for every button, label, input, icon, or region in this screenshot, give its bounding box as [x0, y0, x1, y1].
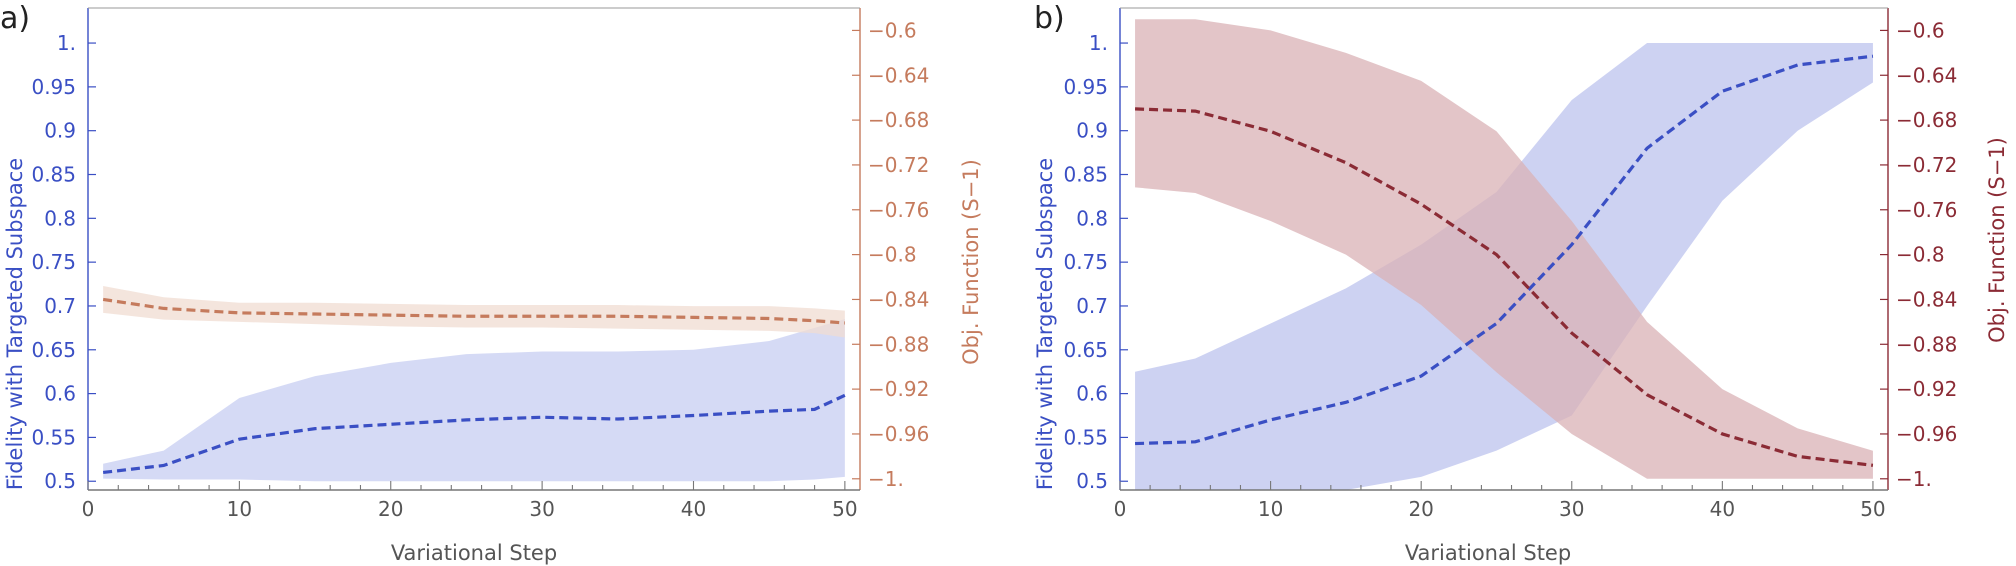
confidence-bands — [1135, 19, 1873, 491]
x-axis-title: Variational Step — [391, 541, 557, 565]
fidelity-band — [103, 319, 845, 482]
left-tick-label: 0.6 — [1076, 382, 1108, 406]
x-tick-label: 50 — [832, 497, 857, 521]
left-tick-label: 0.55 — [1063, 425, 1108, 449]
left-tick-label: 0.7 — [44, 294, 76, 318]
mean-lines — [1134, 54, 1874, 467]
x-tick-label: 50 — [1860, 497, 1885, 521]
left-tick-label: 0.65 — [31, 338, 76, 362]
right-tick-label: −0.96 — [868, 422, 929, 446]
panel-a: a) 0.5 0.55 0.6 0.65 0.7 0.75 0.8 0.85 0.9 0.95 1.… — [0, 1, 983, 565]
right-tick-label: −0.92 — [868, 377, 929, 401]
right-tick-label: −0.84 — [868, 287, 929, 311]
left-tick-label: 0.55 — [31, 425, 76, 449]
x-tick-labels: 0 10 20 30 40 50 — [82, 497, 858, 521]
x-tick-label: 10 — [1258, 497, 1283, 521]
right-tick-label: −0.96 — [1896, 422, 1957, 446]
x-tick-label: 40 — [1710, 497, 1735, 521]
left-tick-labels: 0.5 0.55 0.6 0.65 0.7 0.75 0.8 0.85 0.9 0.95 1. — [1063, 31, 1108, 493]
y-axis-title-left: Fidelity with Targeted Subspace — [3, 158, 27, 490]
x-tick-label: 10 — [227, 497, 252, 521]
x-tick-label: 40 — [681, 497, 706, 521]
x-tick-label: 30 — [1559, 497, 1584, 521]
left-tick-label: 0.5 — [1076, 469, 1108, 493]
right-tick-label: −0.88 — [868, 332, 929, 356]
fidelity-mean-line — [1135, 54, 1874, 446]
x-tick-label: 20 — [1408, 497, 1433, 521]
right-tick-label: −0.64 — [868, 63, 929, 87]
right-tick-label: −0.72 — [868, 153, 929, 177]
x-tick-labels: 0 10 20 30 40 50 — [1114, 497, 1886, 521]
panel-b: b) 0.5 0.55 0.6 0.65 0.7 0.75 0.8 0.85 0.9 0.95 1.… — [1033, 1, 2009, 565]
right-tick-label: −0.72 — [1896, 153, 1957, 177]
x-tick-label: 20 — [378, 497, 403, 521]
y-axis-title-right: Obj. Function (S−1) — [959, 159, 983, 365]
right-tick-label: −0.76 — [868, 198, 929, 222]
axes — [1119, 7, 1889, 491]
x-tick-label: 0 — [82, 497, 95, 521]
left-tick-label: 0.95 — [31, 75, 76, 99]
fidelity-mean-line — [102, 393, 846, 475]
right-tick-label: −0.8 — [1896, 243, 1945, 267]
x-tick-label: 30 — [529, 497, 554, 521]
objective-mean-line — [1134, 107, 1874, 467]
left-tick-labels: 0.5 0.55 0.6 0.65 0.7 0.75 0.8 0.85 0.9 0.95 1. — [31, 31, 76, 493]
right-tick-label: −1. — [1896, 467, 1932, 491]
left-tick-label: 0.85 — [31, 163, 76, 187]
right-tick-labels: −1. −0.96 −0.92 −0.88 −0.84 −0.8 −0.76 −0.72 −0.… — [868, 18, 929, 490]
right-tick-label: −0.92 — [1896, 377, 1957, 401]
y-axis-title-left: Fidelity with Targeted Subspace — [1033, 158, 1057, 490]
axes — [87, 7, 861, 491]
panel-label-b: b) — [1034, 1, 1065, 36]
right-tick-label: −0.6 — [868, 18, 917, 42]
left-tick-label: 0.9 — [44, 119, 76, 143]
objective-band — [1135, 19, 1873, 479]
right-tick-label: −0.88 — [1896, 332, 1957, 356]
objective-mean-line — [102, 297, 845, 325]
right-tick-label: −0.8 — [868, 243, 917, 267]
right-tick-label: −0.68 — [1896, 108, 1957, 132]
right-tick-label: −0.6 — [1896, 18, 1945, 42]
left-tick-label: 0.95 — [1063, 75, 1108, 99]
panel-label-a: a) — [0, 1, 30, 36]
left-tick-label: 0.75 — [31, 250, 76, 274]
right-tick-label: −1. — [868, 467, 904, 491]
right-tick-label: −0.68 — [868, 108, 929, 132]
left-tick-label: 0.65 — [1063, 338, 1108, 362]
left-tick-label: 0.85 — [1063, 163, 1108, 187]
left-tick-label: 0.9 — [1076, 119, 1108, 143]
objective-band — [103, 285, 845, 338]
x-tick-label: 0 — [1114, 497, 1127, 521]
right-tick-label: −0.76 — [1896, 198, 1957, 222]
right-tick-label: −0.84 — [1896, 287, 1957, 311]
left-tick-label: 0.75 — [1063, 250, 1108, 274]
mean-lines — [102, 297, 846, 475]
y-axis-title-right: Obj. Function (S−1) — [1985, 137, 2009, 343]
right-tick-labels: −1. −0.96 −0.92 −0.88 −0.84 −0.8 −0.76 −0.72 −0.… — [1896, 18, 1957, 490]
right-tick-label: −0.64 — [1896, 63, 1957, 87]
left-tick-label: 0.5 — [44, 469, 76, 493]
left-tick-label: 0.8 — [44, 206, 76, 230]
left-tick-label: 1. — [57, 31, 76, 55]
x-axis-title: Variational Step — [1405, 541, 1571, 565]
left-tick-label: 0.7 — [1076, 294, 1108, 318]
confidence-bands — [103, 285, 845, 482]
left-tick-label: 1. — [1089, 31, 1108, 55]
left-tick-label: 0.6 — [44, 382, 76, 406]
left-tick-label: 0.8 — [1076, 206, 1108, 230]
